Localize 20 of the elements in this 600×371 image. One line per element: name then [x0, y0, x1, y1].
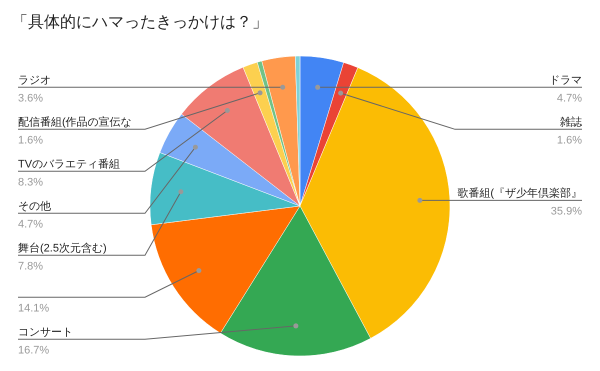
- data-label: 3.6%: [18, 92, 44, 104]
- data-label: 35.9%: [550, 205, 582, 218]
- data-label: 1.6%: [556, 134, 582, 146]
- data-label: 1.6%: [18, 134, 44, 146]
- data-label: 4.7%: [556, 92, 582, 104]
- chart-title: 「具体的にハマったきっかけは？」: [12, 14, 268, 31]
- data-label: 14.1%: [18, 302, 50, 314]
- data-label: 4.7%: [18, 218, 44, 230]
- slice-label: コンサート: [18, 326, 73, 338]
- data-label: 8.3%: [18, 176, 44, 188]
- slice-label: ラジオ: [18, 74, 51, 86]
- slice-label: 歌番組(『ザ少年倶楽部』: [457, 186, 582, 200]
- slice-label: 配信番組(作品の宣伝な: [18, 115, 132, 128]
- slice-label: 舞台(2.5次元含む): [18, 241, 107, 254]
- slice-label: 雑誌: [560, 115, 582, 128]
- slice-label: その他: [18, 200, 51, 212]
- slice-label: TVのバラエティ番組: [18, 157, 120, 170]
- data-label: 16.7%: [18, 344, 50, 356]
- data-label: 7.8%: [18, 260, 44, 272]
- slice-label: ドラマ: [549, 74, 582, 86]
